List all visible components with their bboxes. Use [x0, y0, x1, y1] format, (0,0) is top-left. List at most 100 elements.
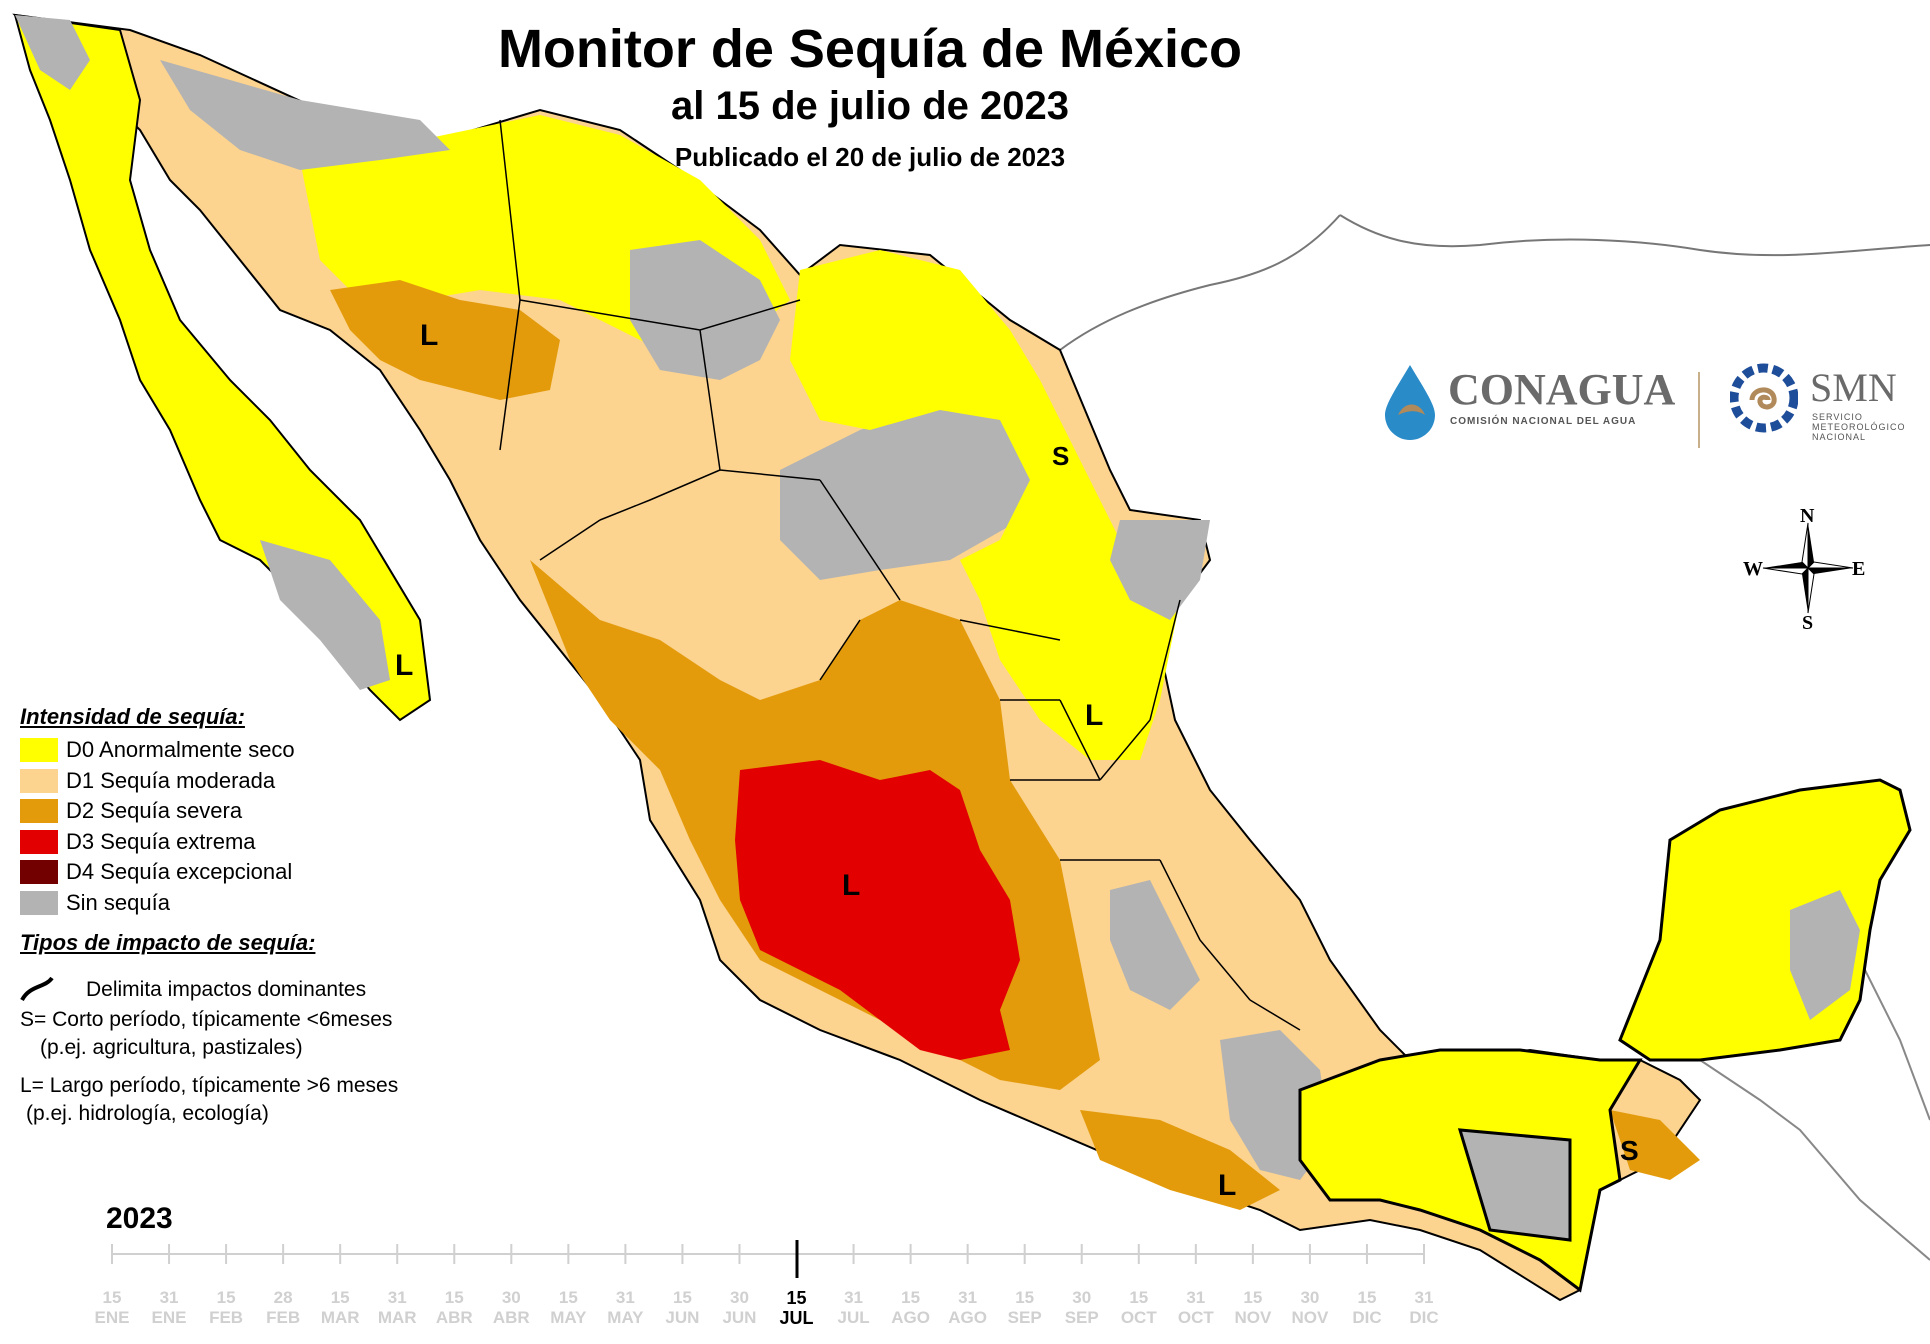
smn-emblem-icon — [1729, 363, 1799, 433]
timeline-year: 2023 — [106, 1202, 173, 1235]
impact-label-baja: L — [395, 649, 413, 682]
timeline-label: 31 DIC — [1399, 1288, 1449, 1328]
legend-label: Sin sequía — [66, 889, 170, 915]
smn-sub-2: METEOROLÓGICO — [1812, 422, 1906, 432]
timeline-day: 30 — [1300, 1288, 1320, 1307]
d2-oaxaca — [1080, 1110, 1280, 1210]
timeline-day: 15 — [1129, 1288, 1149, 1307]
timeline-day: 30 — [730, 1288, 749, 1307]
impact-label-tamaulipas: S — [1052, 441, 1069, 471]
timeline-month: MAR — [377, 1308, 417, 1327]
timeline-label: 15 AGO — [886, 1288, 936, 1328]
compass-w: W — [1743, 558, 1763, 580]
us-gulf-coast — [1059, 214, 1341, 351]
timeline-month: ENE — [151, 1308, 187, 1327]
timeline-day: 31 — [387, 1288, 407, 1307]
timeline-month: AGO — [948, 1308, 987, 1327]
smn-sub-1: SERVICIO — [1812, 412, 1863, 422]
legend-label: D3 Sequía extrema — [66, 828, 256, 854]
timeline-month: ENE — [94, 1308, 130, 1327]
timeline-day: 30 — [501, 1288, 521, 1307]
timeline-label: 31 ENE — [144, 1288, 194, 1328]
d0-northeast — [790, 250, 1180, 760]
impact-label-nl: L — [1085, 699, 1103, 732]
timeline-month: OCT — [1177, 1308, 1214, 1327]
map-subtitle: al 15 de julio de 2023 — [671, 84, 1069, 128]
legend-item-d3: D3 Sequía extrema — [20, 828, 256, 856]
gray-chihuahua-coahuila — [630, 240, 780, 380]
conagua-subtitle: COMISIÓN NACIONAL DEL AGUA — [1450, 416, 1637, 427]
compass-n: N — [1800, 505, 1815, 527]
legend-item-d4: D4 Sequía excepcional — [20, 858, 292, 886]
impact-label-jalisco: L — [842, 869, 860, 902]
impact-line-label: Delimita impactos dominantes — [86, 978, 367, 1001]
legend-item-d0: D0 Anormalmente seco — [20, 736, 295, 764]
timeline-label: 31 MAR — [372, 1288, 422, 1328]
timeline-month: JUL — [779, 1308, 814, 1328]
compass-s: S — [1802, 612, 1813, 634]
legend-swatch — [20, 890, 58, 915]
timeline-month: ABR — [435, 1308, 473, 1327]
publish-date: Publicado el 20 de julio de 2023 — [674, 142, 1066, 172]
impact-label-oaxaca: L — [1218, 1169, 1236, 1202]
compass-e: E — [1852, 558, 1865, 580]
timeline-label: 15 JUN — [657, 1288, 707, 1328]
yucatan-peninsula — [1618, 778, 1912, 1062]
timeline-label: 31 JUL — [829, 1288, 879, 1328]
baja-gray-south — [260, 540, 390, 690]
short-term-note: S= Corto período, típicamente <6meses — [20, 1008, 393, 1031]
legend-swatch — [20, 799, 58, 823]
d0-southeast — [1298, 1048, 1643, 1293]
timeline-day: 15 — [444, 1288, 464, 1307]
timeline-month: JUL — [837, 1308, 870, 1327]
legend-label: D2 Sequía severa — [66, 798, 243, 823]
timeline-day: 15 — [1357, 1288, 1377, 1307]
impact-heading: Tipos de impacto de sequía: — [20, 930, 316, 955]
timeline-label: 15 OCT — [1114, 1288, 1164, 1328]
short-term-example: (p.ej. agricultura, pastizales) — [40, 1036, 303, 1059]
timeline-day: 15 — [672, 1288, 692, 1307]
timeline-label: 30 SEP — [1057, 1288, 1107, 1328]
timeline-label: 31 MAY — [600, 1288, 650, 1328]
baja-california — [13, 13, 432, 722]
legend-label: D4 Sequía excepcional — [66, 859, 293, 884]
timeline-day: 31 — [159, 1288, 179, 1307]
timeline-month: FEB — [266, 1308, 301, 1327]
conagua-logo: CONAGUA COMISIÓN NACIONAL DEL AGUA — [1380, 360, 1675, 445]
legend-swatch — [20, 738, 58, 762]
timeline-month: FEB — [209, 1308, 244, 1327]
timeline-month: SEP — [1064, 1308, 1099, 1327]
timeline-label: 15 ABR — [429, 1288, 479, 1328]
timeline-label: 15 MAR — [315, 1288, 365, 1328]
legend-swatch — [20, 860, 58, 884]
map-title: Monitor de Sequía de México — [497, 19, 1243, 79]
timeline-day: 28 — [273, 1288, 293, 1307]
timeline-day: 15 — [786, 1288, 807, 1308]
compass-rose — [1762, 522, 1854, 614]
us-coastline — [1339, 214, 1930, 257]
legend-swatch — [20, 768, 58, 793]
conagua-name: CONAGUA — [1448, 365, 1676, 414]
long-term-note: L= Largo período, típicamente >6 meses — [20, 1074, 399, 1097]
smn-subtitle: SERVICIO METEOROLÓGICO NACIONAL — [1812, 412, 1906, 442]
timeline-day: 30 — [1072, 1288, 1092, 1307]
timeline-day: 15 — [1243, 1288, 1263, 1307]
timeline-month: SEP — [1007, 1308, 1042, 1327]
smn-sub-3: NACIONAL — [1812, 432, 1867, 442]
timeline-day: 15 — [1015, 1288, 1035, 1307]
timeline-month: MAY — [550, 1308, 587, 1327]
timeline-label: 30 ABR — [486, 1288, 536, 1328]
timeline-label: 30 JUN — [714, 1288, 764, 1328]
timeline-label: 28 FEB — [258, 1288, 308, 1328]
timeline-day: 31 — [958, 1288, 978, 1307]
timeline-label: 15 NOV — [1228, 1288, 1278, 1328]
state-lines — [499, 119, 1301, 1031]
baja-gray-north — [15, 15, 90, 90]
legend-heading: Intensidad de sequía: — [20, 704, 245, 729]
timeline-day: 31 — [844, 1288, 864, 1307]
impact-label-sonora: L — [420, 319, 438, 352]
gray-puebla — [1110, 880, 1200, 1010]
timeline-label: 30 NOV — [1285, 1288, 1335, 1328]
timeline-month: DIC — [1352, 1308, 1382, 1327]
